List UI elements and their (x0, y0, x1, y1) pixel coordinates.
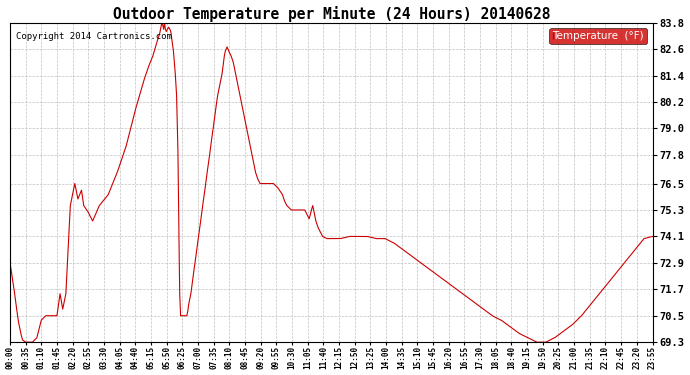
Text: Copyright 2014 Cartronics.com: Copyright 2014 Cartronics.com (17, 32, 172, 41)
Legend: Temperature  (°F): Temperature (°F) (549, 28, 647, 44)
Title: Outdoor Temperature per Minute (24 Hours) 20140628: Outdoor Temperature per Minute (24 Hours… (112, 6, 550, 21)
